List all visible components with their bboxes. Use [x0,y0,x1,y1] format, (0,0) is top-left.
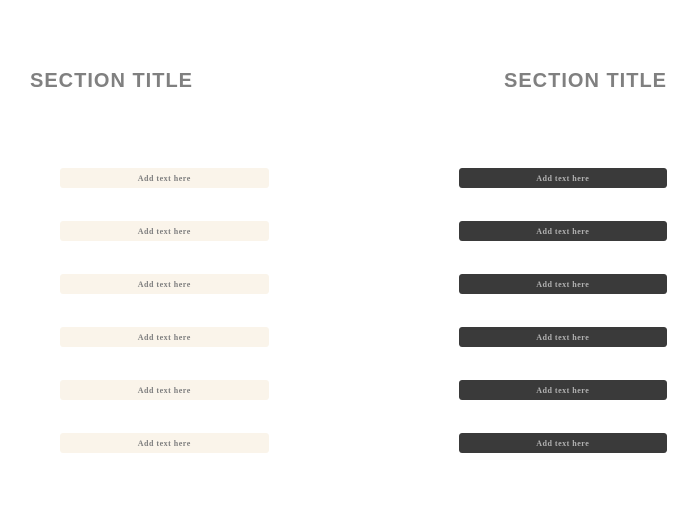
list-item[interactable]: Add text here [459,274,668,294]
list-item-label: Add text here [138,227,191,236]
left-section-title: SECTION TITLE [30,70,299,93]
list-item-label: Add text here [138,280,191,289]
left-items-list: Add text here Add text here Add text her… [30,168,299,453]
list-item[interactable]: Add text here [459,168,668,188]
list-item[interactable]: Add text here [60,433,269,453]
list-item[interactable]: Add text here [60,327,269,347]
list-item[interactable]: Add text here [60,221,269,241]
right-items-list: Add text here Add text here Add text her… [399,168,668,453]
list-item[interactable]: Add text here [459,327,668,347]
list-item[interactable]: Add text here [60,380,269,400]
list-item-label: Add text here [536,386,589,395]
list-item[interactable]: Add text here [459,433,668,453]
list-item-label: Add text here [536,227,589,236]
list-item-label: Add text here [536,333,589,342]
list-item-label: Add text here [138,386,191,395]
list-item[interactable]: Add text here [60,274,269,294]
list-item-label: Add text here [536,439,589,448]
list-item-label: Add text here [138,174,191,183]
list-item-label: Add text here [536,280,589,289]
left-column: SECTION TITLE Add text here Add text her… [30,70,299,453]
list-item-label: Add text here [536,174,589,183]
list-item[interactable]: Add text here [459,380,668,400]
right-column: SECTION TITLE Add text here Add text her… [399,70,668,453]
list-item-label: Add text here [138,439,191,448]
list-item[interactable]: Add text here [459,221,668,241]
list-item[interactable]: Add text here [60,168,269,188]
right-section-title: SECTION TITLE [399,70,668,93]
main-container: SECTION TITLE Add text here Add text her… [0,0,697,483]
list-item-label: Add text here [138,333,191,342]
